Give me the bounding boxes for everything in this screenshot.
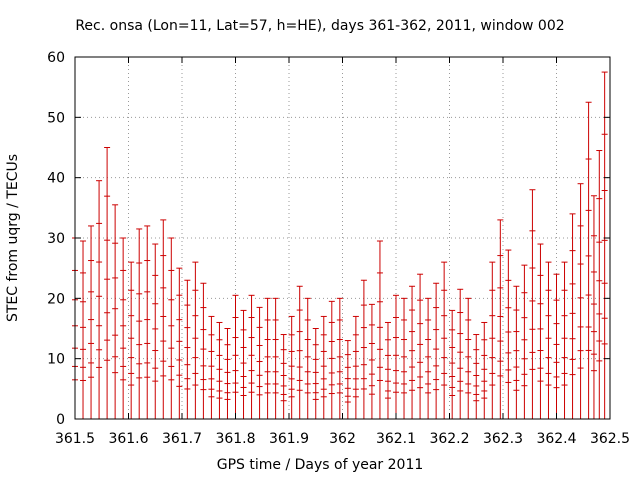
x-tick-label: 362.5 [590,431,630,447]
x-tick-label: 362 [329,431,356,447]
y-tick-label: 0 [56,412,65,428]
x-tick-label: 362.2 [429,431,469,447]
x-tick-label: 361.9 [269,431,309,447]
x-tick-label: 361.7 [162,431,202,447]
x-axis-label: GPS time / Days of year 2011 [216,457,424,473]
x-tick-label: 362.4 [536,431,576,447]
x-tick-label: 361.6 [108,431,148,447]
y-axis-label: STEC from uqrg / TECUs [5,153,21,323]
y-tick-label: 10 [47,352,65,368]
x-tick-label: 361.8 [215,431,255,447]
y-tick-label: 20 [47,291,65,307]
y-tick-label: 60 [47,50,65,66]
chart-title: Rec. onsa (Lon=11, Lat=57, h=HE), days 3… [75,18,565,34]
y-tick-label: 40 [47,171,65,187]
x-tick-label: 361.5 [55,431,95,447]
x-tick-label: 362.3 [483,431,523,447]
x-tick-label: 362.1 [376,431,416,447]
y-tick-label: 30 [47,231,65,247]
y-tick-label: 50 [47,110,65,126]
